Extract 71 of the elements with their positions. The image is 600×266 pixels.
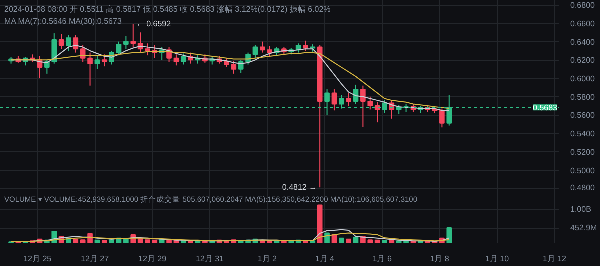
bar <box>274 240 280 244</box>
y-tick-label: 0.6400 <box>570 38 596 47</box>
x-tick-label: 1月 8 <box>430 254 450 264</box>
line-series <box>10 232 450 242</box>
candlestick <box>303 40 308 52</box>
bar <box>338 238 344 244</box>
y-tick-label: 1.00B <box>570 204 592 214</box>
bar <box>374 240 380 244</box>
bar <box>80 240 86 244</box>
candlestick <box>102 54 108 68</box>
candlestick <box>130 24 136 48</box>
bar <box>188 240 194 244</box>
annotation: 2024-01-08 08:00 开 0.5511 高 0.5817 低 0.5485 收 0.5683 涨幅 3.12%(0.0172) 振幅 6.02% <box>4 5 331 14</box>
candlestick <box>124 36 129 50</box>
x-tick-label: 1月 4 <box>315 254 335 264</box>
bar <box>102 240 108 244</box>
bar <box>152 240 158 244</box>
y-tick-label: 0.5200 <box>570 148 596 157</box>
candlestick <box>260 41 266 54</box>
candlestick <box>66 34 72 52</box>
y-tick-label: 0.6600 <box>570 19 596 28</box>
candlestick <box>332 89 338 112</box>
candlestick <box>174 54 180 66</box>
candlestick <box>88 52 93 86</box>
bar <box>317 204 323 244</box>
candlestick <box>58 34 64 50</box>
y-tick-label: 0.5800 <box>570 92 596 102</box>
y-tick-label: 0.5400 <box>570 130 596 139</box>
candlestick <box>360 85 366 128</box>
candlestick <box>346 92 352 107</box>
candlestick <box>440 108 445 128</box>
y-tick-label: 0.5600 <box>570 111 596 120</box>
x-tick-label: 12月 29 <box>138 254 168 264</box>
y-tick-label: 0.5000 <box>570 166 596 176</box>
candlestick <box>224 58 230 68</box>
candlestick <box>94 56 100 70</box>
x-tick-label: 12月 27 <box>81 254 110 264</box>
x-tick-label: 12月 31 <box>196 254 225 264</box>
candlestick <box>145 43 150 56</box>
x-tick-label: 1月 2 <box>258 254 278 264</box>
y-tick-label: 0.6800 <box>570 1 596 10</box>
bar <box>109 240 114 244</box>
y-tick-label: 0.6200 <box>570 56 596 66</box>
bar <box>180 240 186 244</box>
bar <box>353 236 359 244</box>
bar <box>382 240 388 244</box>
bar <box>145 240 150 244</box>
y-tick-label: 452.9M <box>570 224 598 233</box>
candlestick <box>368 96 374 110</box>
candlestick <box>267 46 272 57</box>
annotation: ← 0.6592 <box>136 20 172 29</box>
x-tick-label: 12月 25 <box>24 254 52 264</box>
bar <box>346 238 352 244</box>
bar <box>166 240 172 244</box>
x-tick-label: 1月 10 <box>485 254 510 264</box>
bar <box>94 240 100 244</box>
candlestick <box>231 60 237 74</box>
bar <box>73 238 79 244</box>
bar <box>446 228 452 244</box>
candlestick <box>252 44 258 59</box>
bar <box>324 232 330 244</box>
candlestick <box>52 33 58 64</box>
x-tick-label: 1月 6 <box>372 254 392 264</box>
bar <box>124 238 129 244</box>
annotation: 0.4812 → <box>282 183 318 192</box>
annotation: MA MA(7):0.5646 MA(30):0.5673 <box>4 17 122 26</box>
ref-line-label: 0.5683 <box>533 104 558 113</box>
candlestick <box>116 41 122 56</box>
x-tick-label: 1月 12 <box>542 254 568 264</box>
y-tick-label: 0.6000 <box>570 74 596 84</box>
candlestick <box>180 53 186 66</box>
